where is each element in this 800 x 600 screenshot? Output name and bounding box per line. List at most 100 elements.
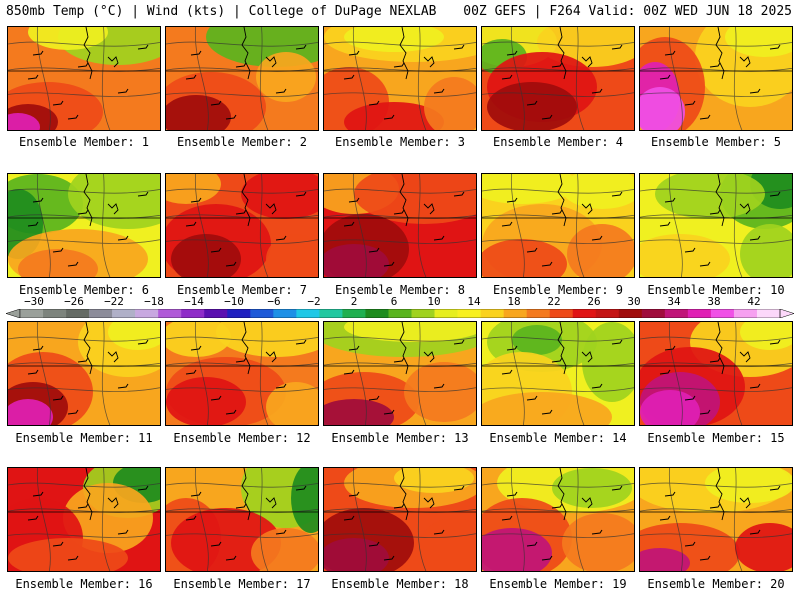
colorbar-swatch bbox=[250, 309, 274, 318]
colorbar-tick-label: 26 bbox=[587, 295, 601, 308]
colorbar-swatch bbox=[20, 309, 44, 318]
coastline bbox=[739, 497, 751, 509]
ensemble-member-label: Ensemble Member: 8 bbox=[334, 283, 466, 297]
wind-barbs bbox=[185, 191, 307, 267]
height-contours bbox=[482, 174, 634, 277]
coastline bbox=[423, 56, 435, 68]
ensemble-member-label: Ensemble Member: 14 bbox=[489, 431, 627, 445]
ensemble-member-label: Ensemble Member: 16 bbox=[15, 577, 153, 591]
coastline bbox=[739, 56, 751, 68]
coastline bbox=[399, 322, 409, 375]
ensemble-map-18 bbox=[323, 467, 477, 572]
wind-barbs bbox=[343, 339, 465, 415]
ensemble-member-label: Ensemble Member: 17 bbox=[173, 577, 311, 591]
wind-barbs bbox=[185, 44, 307, 120]
temp-contour-fill bbox=[482, 392, 612, 425]
colorbar-tick-label: −14 bbox=[184, 295, 204, 308]
ensemble-map-15 bbox=[639, 321, 793, 426]
colorbar-swatch bbox=[549, 309, 574, 318]
colorbar-swatch bbox=[687, 309, 712, 318]
ensemble-map-20 bbox=[639, 467, 793, 572]
coastline bbox=[241, 174, 251, 227]
coastline bbox=[581, 203, 593, 215]
coastline bbox=[715, 27, 725, 80]
coastline bbox=[557, 468, 567, 521]
temp-contour-fill bbox=[487, 82, 577, 130]
wind-barbs bbox=[659, 44, 781, 120]
height-contours bbox=[166, 27, 318, 130]
wind-barbs bbox=[501, 485, 623, 561]
temp-contour-fill bbox=[344, 102, 444, 130]
temp-contour-fill bbox=[655, 174, 765, 219]
temp-contour-fill bbox=[404, 362, 476, 422]
ensemble-member-label: Ensemble Member: 1 bbox=[18, 135, 150, 149]
wind-barbs bbox=[27, 44, 149, 120]
colorbar-tick-label: 22 bbox=[547, 295, 561, 308]
height-contours bbox=[640, 27, 792, 130]
colorbar-swatch bbox=[158, 309, 182, 318]
ensemble-map-11 bbox=[7, 321, 161, 426]
ensemble-member-label: Ensemble Member: 6 bbox=[18, 283, 150, 297]
colorbar-swatch bbox=[480, 309, 504, 318]
colorbar-swatch bbox=[595, 309, 620, 318]
colorbar-tick-label: 10 bbox=[427, 295, 441, 308]
ensemble-member-label: Ensemble Member: 11 bbox=[15, 431, 153, 445]
colorbar-swatch bbox=[733, 309, 758, 318]
coastline bbox=[265, 56, 277, 68]
colorbar-swatch bbox=[641, 309, 666, 318]
ensemble-member-label: Ensemble Member: 15 bbox=[647, 431, 785, 445]
coastline bbox=[107, 203, 119, 215]
height-contours bbox=[640, 322, 792, 425]
colorbar-tick-label: 14 bbox=[467, 295, 481, 308]
wind-barbs bbox=[185, 485, 307, 561]
colorbar-swatch bbox=[411, 309, 435, 318]
ensemble-map-3 bbox=[323, 26, 477, 131]
wind-barbs bbox=[501, 191, 623, 267]
coastline bbox=[241, 27, 251, 80]
colorbar-low-arrow bbox=[6, 309, 21, 318]
coastline bbox=[265, 497, 277, 509]
coastline bbox=[83, 27, 93, 80]
height-contours bbox=[482, 27, 634, 130]
coastline bbox=[557, 174, 567, 227]
wind-barbs bbox=[501, 44, 623, 120]
colorbar-swatch bbox=[618, 309, 643, 318]
ensemble-member-label: Ensemble Member: 19 bbox=[489, 577, 627, 591]
height-contours bbox=[8, 174, 160, 277]
ensemble-map-19 bbox=[481, 467, 635, 572]
ensemble-map-13 bbox=[323, 321, 477, 426]
height-contours bbox=[324, 174, 476, 277]
temp-contour-fill bbox=[344, 322, 476, 342]
ensemble-map-10 bbox=[639, 173, 793, 278]
colorbar-swatch bbox=[273, 309, 297, 318]
height-contours bbox=[8, 322, 160, 425]
temp-contour-fill bbox=[482, 174, 577, 204]
temp-contour-fill bbox=[108, 322, 160, 350]
ensemble-member-label: Ensemble Member: 10 bbox=[647, 283, 785, 297]
ensemble-member-label: Ensemble Member: 12 bbox=[173, 431, 311, 445]
colorbar-tick-label: −10 bbox=[224, 295, 244, 308]
temp-contour-fill bbox=[324, 244, 389, 277]
coastline bbox=[423, 497, 435, 509]
temp-contour-fill bbox=[640, 234, 730, 277]
temp-contour-fill bbox=[324, 399, 394, 425]
colorbar-swatch bbox=[526, 309, 550, 318]
ensemble-member-label: Ensemble Member: 3 bbox=[334, 135, 466, 149]
temp-contour-fill bbox=[552, 468, 632, 508]
ensemble-member-label: Ensemble Member: 5 bbox=[650, 135, 782, 149]
colorbar-tick-label: −26 bbox=[64, 295, 84, 308]
colorbar-swatch bbox=[342, 309, 366, 318]
map-title: 850mb Temp (°C) | Wind (kts) | College o… bbox=[6, 4, 437, 19]
colorbar-tick-label: 6 bbox=[390, 295, 398, 308]
temp-contour-fill bbox=[256, 52, 316, 102]
temp-contour-fill bbox=[640, 548, 690, 571]
colorbar-swatch bbox=[135, 309, 159, 318]
colorbar-swatch bbox=[112, 309, 136, 318]
ensemble-member-label: Ensemble Member: 18 bbox=[331, 577, 469, 591]
height-contours bbox=[324, 27, 476, 130]
ensemble-map-7 bbox=[165, 173, 319, 278]
ensemble-member-label: Ensemble Member: 20 bbox=[647, 577, 785, 591]
colorbar-swatch bbox=[710, 309, 735, 318]
height-contours bbox=[482, 468, 634, 571]
colorbar-swatch bbox=[388, 309, 412, 318]
